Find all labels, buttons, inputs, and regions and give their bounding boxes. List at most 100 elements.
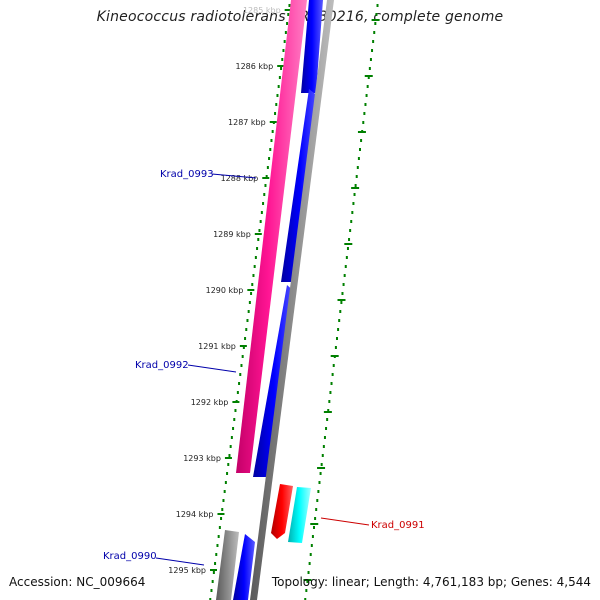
guide-dot: [264, 184, 267, 187]
guide-dot: [287, 13, 290, 16]
guide-dot: [338, 319, 341, 322]
guide-dot: [311, 535, 314, 538]
guide-dot: [269, 148, 272, 151]
gene-label-krad-0992[interactable]: Krad_0992: [135, 360, 189, 371]
guide-dot: [216, 544, 219, 547]
guide-dot: [282, 49, 285, 52]
guide-dot: [376, 4, 379, 7]
guide-dot: [262, 202, 265, 205]
guide-dot: [354, 184, 357, 187]
kbp-tick-label: 1292 kbp: [191, 398, 229, 407]
red-gene-krad-0991: [271, 484, 293, 539]
guide-dot: [373, 31, 376, 34]
guide-dot: [350, 220, 353, 223]
guide-dot: [283, 40, 286, 43]
guide-dot: [227, 463, 230, 466]
guide-dot: [241, 355, 244, 358]
guide-dot: [212, 571, 215, 574]
kbp-tick-label: 1287 kbp: [228, 118, 266, 127]
guide-dot: [244, 337, 247, 340]
kbp-ruler: 1285 kbp 1286 kbp 1287 kbp 1288 kbp 1289 kbp…: [168, 6, 292, 575]
guide-dot: [240, 364, 243, 367]
guide-dot: [252, 274, 255, 277]
guide-dot: [270, 139, 273, 142]
guide-dot: [222, 499, 225, 502]
guide-dot: [340, 301, 343, 304]
blue-cds-bottom: [233, 534, 255, 600]
kbp-tick-label: 1289 kbp: [213, 230, 251, 239]
guide-dot: [321, 454, 324, 457]
guide-dot: [305, 589, 308, 592]
guide-dot: [323, 436, 326, 439]
pink-track: [236, 0, 307, 473]
guide-dot: [320, 463, 323, 466]
guide-dot: [310, 544, 313, 547]
gene-label-krad-0993[interactable]: Krad_0993: [160, 169, 214, 180]
guide-dot: [369, 58, 372, 61]
gray-track: [250, 0, 334, 600]
guide-dot: [229, 445, 232, 448]
guide-dot: [342, 283, 345, 286]
guide-dot: [343, 274, 346, 277]
guide-dot: [280, 67, 283, 70]
guide-dot: [263, 193, 266, 196]
guide-dot: [346, 247, 349, 250]
krad-0991-leader: [320, 517, 370, 526]
guide-dot: [307, 571, 310, 574]
guide-dot: [233, 418, 236, 421]
accession-label: Accession: NC_009664: [9, 575, 146, 589]
genome-summary: Topology: linear; Length: 4,761,183 bp; …: [271, 575, 591, 589]
guide-dot: [344, 265, 347, 268]
guide-dot: [242, 346, 245, 349]
guide-dot: [339, 310, 342, 313]
guide-dot: [281, 58, 284, 61]
guide-dot: [236, 391, 239, 394]
guide-dot: [316, 499, 319, 502]
guide-dot: [308, 562, 311, 565]
guide-dot: [318, 481, 321, 484]
guide-dot: [371, 49, 374, 52]
guide-dot: [228, 454, 231, 457]
krad-0992-leader: [187, 364, 237, 373]
kbp-tick-label: 1293 kbp: [183, 454, 221, 463]
guide-dot: [353, 193, 356, 196]
guide-dot: [271, 130, 274, 133]
guide-dot: [239, 373, 242, 376]
guide-dot: [349, 229, 352, 232]
cyan-gene: [288, 487, 311, 543]
guide-dot: [366, 85, 369, 88]
guide-dot: [232, 427, 235, 430]
guide-dot: [367, 76, 370, 79]
guide-dot: [314, 517, 317, 520]
guide-dot: [335, 337, 338, 340]
krad-0990-leader: [155, 557, 205, 566]
kbp-tick-label: 1286 kbp: [235, 62, 273, 71]
guide-dot: [325, 427, 328, 430]
guide-dot: [365, 94, 368, 97]
guide-dot: [357, 157, 360, 160]
guide-dot: [368, 67, 371, 70]
guide-dot: [364, 103, 367, 106]
gene-label-krad-0991[interactable]: Krad_0991: [371, 520, 425, 531]
guide-dot: [337, 328, 340, 331]
guide-dot: [277, 85, 280, 88]
guide-dot: [278, 76, 281, 79]
guide-dot: [259, 220, 262, 223]
guide-dot: [268, 157, 271, 160]
guide-dot: [375, 13, 378, 16]
guide-dot: [372, 40, 375, 43]
guide-dot: [306, 580, 309, 583]
guide-dot: [355, 175, 358, 178]
guide-dot: [238, 382, 241, 385]
gene-label-krad-0990[interactable]: Krad_0990: [103, 551, 157, 562]
guide-dot: [251, 283, 254, 286]
kbp-tick-label: 1295 kbp: [168, 566, 206, 575]
krad-0993-leader: [211, 173, 257, 179]
guide-dot: [217, 535, 220, 538]
guide-dot: [322, 445, 325, 448]
guide-dot: [288, 4, 291, 7]
guide-dot: [274, 112, 277, 115]
guide-dot: [234, 409, 237, 412]
